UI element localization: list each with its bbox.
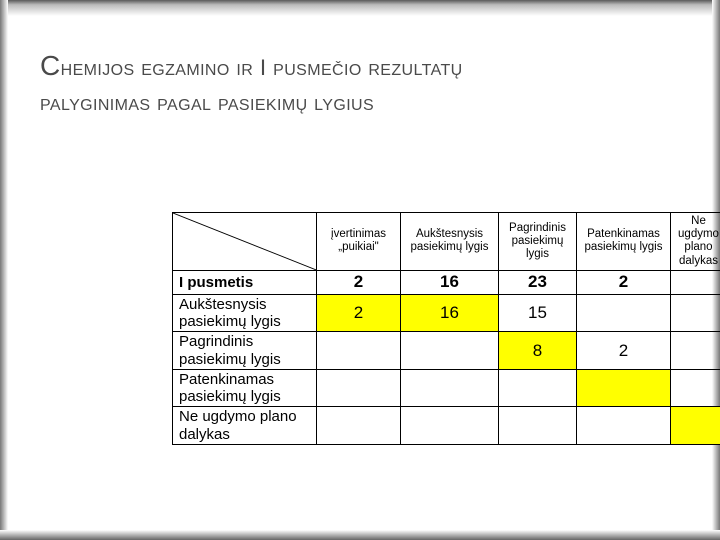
table-cell: 2 <box>317 294 401 332</box>
row-label: Pagrindinis pasiekimų lygis <box>173 332 317 370</box>
row-label: Ne ugdymo plano dalykas <box>173 407 317 445</box>
table-cell <box>671 270 720 294</box>
table-cell <box>401 369 499 407</box>
table-row: Pagrindinis pasiekimų lygis 82 <box>173 332 720 370</box>
table-cell <box>317 407 401 445</box>
table-cell: 2 <box>317 270 401 294</box>
table-cell <box>577 369 671 407</box>
table-cell <box>577 407 671 445</box>
page-title: Chemijos egzamino ir I pusmečio rezultat… <box>40 46 690 119</box>
table-cell <box>499 407 577 445</box>
results-table: įvertinimas „puikiai" Aukštesnysis pasie… <box>172 212 698 445</box>
table-cell: 2 <box>577 332 671 370</box>
table-row: I pusmetis216232 <box>173 270 720 294</box>
column-header: įvertinimas „puikiai" <box>317 213 401 271</box>
row-label: Aukštesnysis pasiekimų lygis <box>173 294 317 332</box>
table-cell <box>499 369 577 407</box>
row-label: Patenkinamas pasiekimų lygis <box>173 369 317 407</box>
table-row: Ne ugdymo plano dalykas <box>173 407 720 445</box>
column-header: Aukštesnysis pasiekimų lygis <box>401 213 499 271</box>
table-row: Aukštesnysis pasiekimų lygis21615 <box>173 294 720 332</box>
table-cell <box>401 332 499 370</box>
table-cell <box>671 332 720 370</box>
column-header: Pagrindinis pasiekimų lygis <box>499 213 577 271</box>
table-header: įvertinimas „puikiai" Aukštesnysis pasie… <box>173 213 720 271</box>
diagonal-cell <box>173 213 317 271</box>
table-cell <box>317 332 401 370</box>
table-cell: 15 <box>499 294 577 332</box>
column-header: Patenkinamas pasiekimų lygis <box>577 213 671 271</box>
table-cell <box>317 369 401 407</box>
column-header: Ne ugdymo plano dalykas <box>671 213 720 271</box>
table-cell <box>401 407 499 445</box>
table-cell <box>671 407 720 445</box>
table-cell <box>577 294 671 332</box>
table-cell: 16 <box>401 294 499 332</box>
table-cell: 2 <box>577 270 671 294</box>
table-cell <box>671 294 720 332</box>
table-cell: 23 <box>499 270 577 294</box>
row-label: I pusmetis <box>173 270 317 294</box>
table-cell: 8 <box>499 332 577 370</box>
table-cell <box>671 369 720 407</box>
table-row: Patenkinamas pasiekimų lygis <box>173 369 720 407</box>
table-cell: 16 <box>401 270 499 294</box>
